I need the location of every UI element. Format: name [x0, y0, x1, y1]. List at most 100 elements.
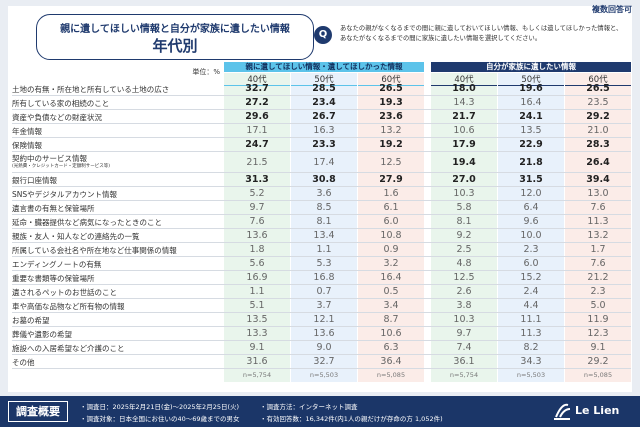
cell: 11.3	[520, 328, 542, 339]
cell: 12.1	[313, 314, 335, 325]
sample-size: n=5,754	[449, 371, 479, 379]
row-line	[12, 214, 631, 215]
cell: 9.1	[590, 342, 606, 353]
cell: 9.0	[316, 342, 332, 353]
cell: 5.3	[316, 258, 332, 269]
cell: 8.2	[523, 342, 539, 353]
cell: 23.4	[312, 97, 336, 108]
row-line	[12, 298, 631, 299]
cell: 14.3	[453, 97, 475, 108]
cell: 21.7	[452, 111, 476, 122]
row-line	[12, 200, 631, 201]
cell: 22.9	[519, 139, 543, 150]
q-icon: Q	[314, 26, 332, 44]
footer: 調査概要 ・調査日：2025年2月21日(金)～2025年2月25日(火) ・調…	[0, 396, 640, 427]
subtitle: 年代別	[152, 37, 198, 55]
cell: 26.5	[379, 83, 403, 94]
cell: 0.9	[383, 244, 399, 255]
row-line	[12, 172, 631, 173]
sample-size: n=5,085	[376, 371, 406, 379]
cell: 13.0	[587, 188, 609, 199]
row-line	[12, 242, 631, 243]
cell: 6.0	[523, 258, 539, 269]
cell: 11.1	[520, 314, 542, 325]
cell: 21.5	[246, 156, 268, 168]
cell: 31.6	[246, 356, 268, 367]
group-header: 親に遺してほしい情報・遺してほしかった情報	[224, 62, 424, 72]
row-line	[12, 326, 631, 327]
cell: 5.6	[249, 258, 265, 269]
row-line	[12, 354, 631, 355]
logo-mark	[554, 403, 571, 420]
cell: 7.6	[590, 258, 606, 269]
cell: 12.3	[587, 328, 609, 339]
cell: 23.5	[587, 97, 609, 108]
cell: 1.7	[590, 244, 606, 255]
row-label: 施設への入居希望など介護のこと	[12, 344, 125, 353]
row-line	[12, 151, 631, 152]
cell: 26.5	[586, 83, 610, 94]
column-bg	[291, 73, 357, 382]
row-label: 保険情報	[12, 141, 42, 150]
sample-size: n=5,503	[516, 371, 546, 379]
cell: 9.6	[523, 216, 539, 227]
sample-size: n=5,503	[309, 371, 339, 379]
cell: 12.0	[520, 188, 542, 199]
cell: 10.3	[453, 314, 475, 325]
cell: 36.4	[380, 356, 402, 367]
cell: 30.8	[312, 174, 336, 185]
row-line	[12, 340, 631, 341]
question: あなたの親がなくなるまでの間に親に遺しておいてほしい情報、もしくは遺してほしかっ…	[340, 25, 623, 42]
cell: 32.7	[313, 356, 335, 367]
cell: 16.3	[313, 125, 335, 136]
cell: 6.4	[523, 202, 539, 213]
cell: 29.2	[587, 356, 609, 367]
cell: 4.4	[523, 300, 539, 311]
row-label: 葬儀や遺影の希望	[12, 330, 72, 339]
row-line	[12, 95, 631, 96]
cell: 6.0	[383, 216, 399, 227]
cell: 28.5	[312, 83, 336, 94]
cell: 28.3	[586, 139, 610, 150]
cell: 23.3	[312, 139, 336, 150]
cell: 17.4	[313, 156, 335, 168]
logo: Le Lien	[575, 404, 620, 417]
cell: 13.6	[313, 328, 335, 339]
column-bg	[224, 73, 290, 382]
cell: 16.8	[313, 272, 335, 283]
cell: 27.9	[379, 174, 403, 185]
cell: 5.0	[590, 300, 606, 311]
sample-size: n=5,085	[583, 371, 613, 379]
row-label: 延命・臓器提供など病気になったときのこと	[12, 218, 162, 227]
cell: 2.4	[523, 286, 539, 297]
cell: 13.6	[246, 230, 268, 241]
footer-item: ・有効回答数：16,342件(内1人の親だけが存命の方 1,052件)	[260, 415, 443, 423]
cell: 8.1	[316, 216, 332, 227]
cell: 29.6	[245, 111, 269, 122]
cell: 23.6	[379, 111, 403, 122]
cell: 24.1	[519, 111, 543, 122]
cell: 21.2	[587, 272, 609, 283]
footer-heading: 調査概要	[8, 401, 68, 422]
cell: 13.2	[587, 230, 609, 241]
row-line	[12, 109, 631, 110]
footer-item: ・調査方法：インターネット調査	[260, 403, 358, 411]
cell: 1.6	[383, 188, 399, 199]
unit: 単位：%	[192, 68, 220, 76]
cell: 17.9	[452, 139, 476, 150]
row-label: お墓の希望	[12, 316, 50, 325]
cell: 15.2	[520, 272, 542, 283]
row-label: エンディングノートの有無	[12, 260, 102, 269]
cell: 3.2	[383, 258, 399, 269]
cell: 24.7	[245, 139, 269, 150]
cell: 31.3	[245, 174, 269, 185]
row-label: 資産や負債などの財産状況	[12, 113, 102, 122]
cell: 0.7	[316, 286, 332, 297]
column-header: 40代	[224, 73, 290, 86]
row-line	[12, 270, 631, 271]
cell: 8.1	[456, 216, 472, 227]
title: 親に遺してほしい情報と自分が家族に遺したい情報	[60, 24, 290, 35]
cell: 9.1	[249, 342, 265, 353]
row-line	[12, 186, 631, 187]
